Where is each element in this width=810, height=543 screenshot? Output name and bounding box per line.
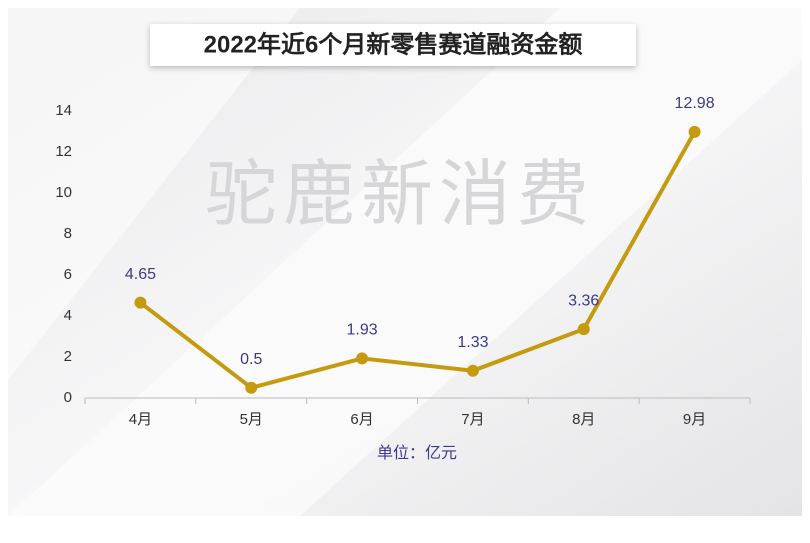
data-label: 1.33	[457, 334, 488, 351]
y-tick-label: 8	[64, 225, 72, 242]
marker	[577, 323, 590, 336]
y-tick-label: 6	[64, 266, 72, 283]
y-tick-label: 2	[64, 348, 72, 365]
y-tick-label: 0	[64, 389, 72, 406]
marker	[356, 352, 369, 365]
y-tick-label: 10	[55, 184, 72, 201]
title-box	[150, 24, 636, 66]
data-label: 12.98	[675, 95, 715, 112]
x-tick-label: 8月	[572, 411, 595, 428]
marker	[134, 296, 147, 309]
marker	[466, 364, 479, 377]
watermark: 驼鹿新消费	[205, 152, 595, 236]
background-shape	[8, 8, 802, 516]
background-shape	[8, 8, 300, 380]
data-label: 3.36	[568, 292, 599, 309]
chart-title: 2022年近6个月新零售赛道融资金额	[204, 30, 583, 58]
marker	[688, 125, 701, 138]
y-tick-label: 4	[64, 307, 72, 324]
x-tick-label: 5月	[240, 411, 263, 428]
x-tick-label: 9月	[683, 411, 706, 428]
marker	[245, 381, 258, 394]
x-tick-label: 6月	[350, 411, 373, 428]
x-axis-label: 单位：亿元	[377, 444, 457, 462]
line	[139, 130, 697, 390]
data-label: 4.65	[125, 266, 156, 283]
y-tick-label: 14	[55, 102, 72, 119]
y-tick-label: 12	[55, 143, 72, 160]
data-label: 0.5	[240, 351, 262, 368]
x-tick-label: 7月	[461, 411, 484, 428]
x-tick-label: 4月	[129, 411, 152, 428]
data-label: 1.93	[347, 322, 378, 339]
